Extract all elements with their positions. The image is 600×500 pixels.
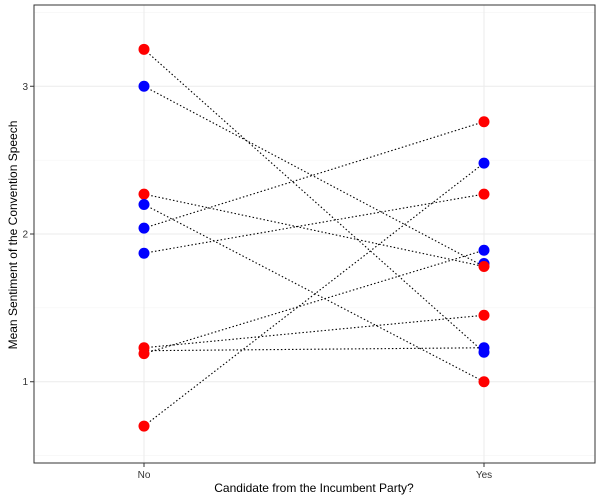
data-points xyxy=(138,43,490,432)
x-tick-label: No xyxy=(138,470,151,481)
point-yes-red xyxy=(478,376,490,388)
connector-line xyxy=(143,85,485,267)
point-no-red xyxy=(138,420,150,432)
connector-line xyxy=(143,314,485,349)
connector-line xyxy=(143,121,485,229)
x-tick-label: Yes xyxy=(476,470,492,481)
y-tick-label: 2 xyxy=(22,230,28,241)
point-yes-blue xyxy=(478,244,490,256)
connector-line xyxy=(143,203,485,383)
connector-line xyxy=(143,193,485,268)
point-no-blue xyxy=(138,222,150,234)
connector-line xyxy=(143,162,485,427)
axes: 1 2 3 No Yes xyxy=(22,82,492,481)
point-yes-blue xyxy=(478,346,490,358)
point-no-red xyxy=(138,348,150,360)
point-yes-red xyxy=(478,261,490,273)
point-yes-red xyxy=(478,309,490,321)
point-yes-blue xyxy=(478,157,490,169)
y-tick-label: 1 xyxy=(22,377,28,388)
x-axis-title: Candidate from the Incumbent Party? xyxy=(214,481,414,495)
connector-line xyxy=(143,249,485,355)
point-no-blue xyxy=(138,247,150,259)
connector-line xyxy=(143,347,485,352)
connector-lines xyxy=(143,48,485,427)
point-no-red xyxy=(138,188,150,200)
point-no-blue xyxy=(138,80,150,92)
y-tick-label: 3 xyxy=(22,82,28,93)
y-axis-title: Mean Sentiment of the Convention Speech xyxy=(6,121,20,350)
point-yes-red xyxy=(478,116,490,128)
point-yes-red xyxy=(478,188,490,200)
point-no-red xyxy=(138,43,150,55)
point-no-blue xyxy=(138,198,150,210)
